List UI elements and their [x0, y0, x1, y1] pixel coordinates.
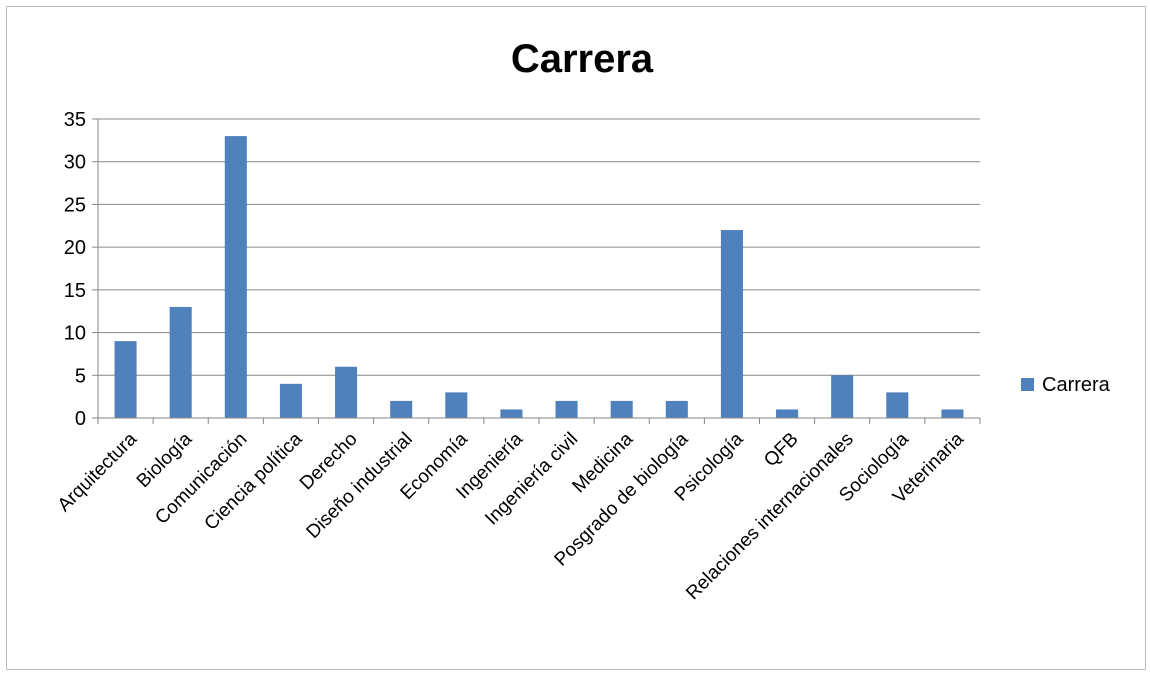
x-tick-label: Arquitectura — [54, 428, 142, 516]
y-tick-label: 35 — [64, 109, 86, 131]
y-tick-label: 5 — [75, 365, 86, 387]
y-tick-label: 0 — [75, 408, 86, 430]
bar — [500, 409, 523, 418]
y-tick-labels: 0 5 10 15 20 25 30 35 — [64, 109, 86, 430]
legend-swatch — [1021, 378, 1034, 391]
bar — [886, 392, 909, 418]
bar — [279, 383, 302, 418]
legend-label: Carrera — [1042, 374, 1111, 396]
bar — [776, 409, 799, 418]
bar — [390, 400, 413, 418]
y-tick-label: 30 — [64, 152, 86, 174]
bar — [224, 136, 247, 419]
bar — [941, 409, 964, 418]
bars — [114, 136, 964, 419]
bar — [831, 375, 854, 418]
y-tick-label: 20 — [64, 237, 86, 259]
x-tick-label: Ciencia política — [201, 428, 307, 534]
chart-frame — [6, 6, 1146, 670]
axes — [92, 118, 981, 424]
x-tick-labels: ArquitecturaBiologíaComunicaciónCiencia … — [54, 428, 968, 604]
bar — [610, 400, 633, 418]
y-tick-label: 15 — [64, 280, 86, 302]
x-tick-label: QFB — [760, 429, 802, 471]
bar — [169, 306, 192, 418]
chart-title: Carrera — [511, 37, 654, 81]
legend: Carrera — [1021, 374, 1111, 396]
y-tick-label: 25 — [64, 194, 86, 216]
bar — [114, 341, 137, 418]
bar — [665, 400, 688, 418]
bar — [555, 400, 578, 418]
bar — [335, 366, 358, 418]
y-tick-label: 10 — [64, 323, 86, 345]
bar — [445, 392, 468, 418]
bar — [720, 230, 743, 418]
